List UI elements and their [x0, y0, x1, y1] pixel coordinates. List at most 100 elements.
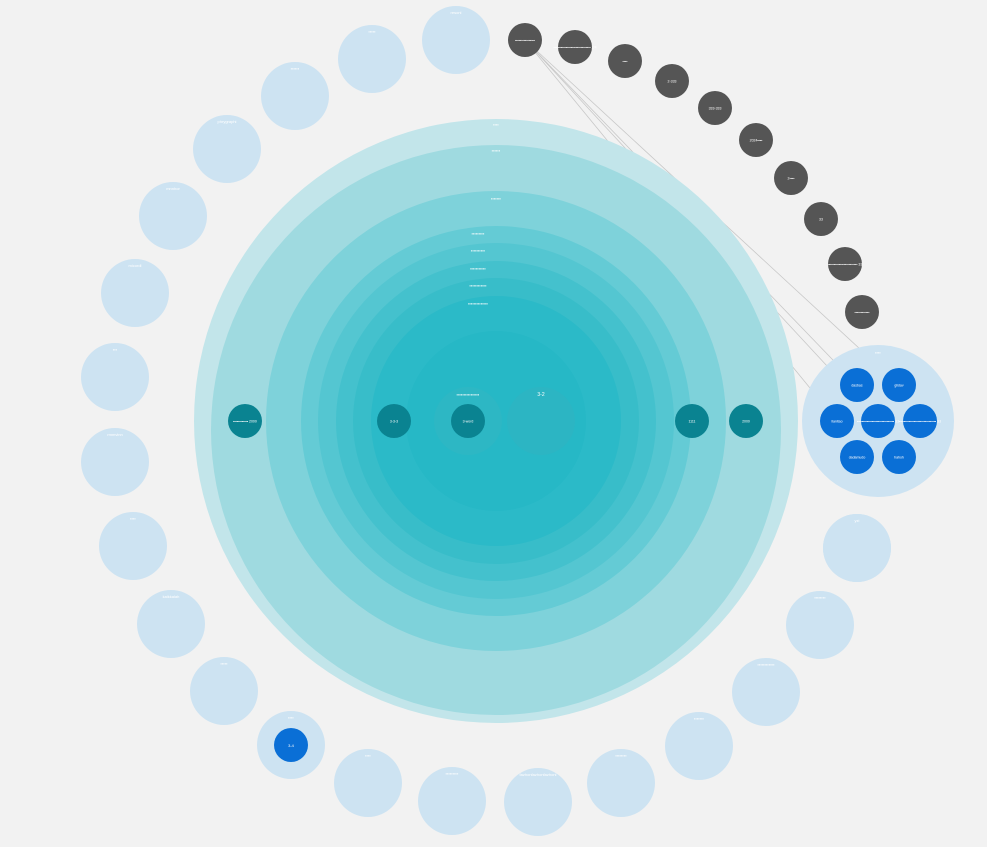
cluster-node-label: dadamudo	[849, 456, 866, 460]
outer-node-12[interactable]	[418, 767, 486, 835]
teal-node-0[interactable]	[228, 404, 262, 438]
dark-node-label: 333-333	[709, 107, 722, 111]
outer-node-label: resonl	[451, 10, 462, 15]
outer-node-label: fazhonfazhonfazhonl	[520, 772, 557, 777]
dark-node-label: ▪▪▪▪▪▪▪▪▪▪▪▪▪▪▪▪	[515, 39, 535, 43]
central-ring-label: ▪▪▪▪▪▪▪	[491, 196, 502, 201]
dark-node-label: ▪▪▪▪▪▪▪▪▪▪▪▪▪▪▪▪▪▪▪▪▪▪▪▪ 33	[828, 263, 863, 267]
cluster-node-label: ▪▪▪▪▪▪▪▪▪▪▪▪▪▪▪▪▪▪▪▪▪▪▪▪▪▪▪▪▪▪ 33	[899, 420, 941, 424]
central-ring-label: ▪▪▪▪▪▪▪▪▪	[472, 231, 485, 236]
outer-node-group: resonl▪▪▪▪▪▪▪▪▪▪▪phrygraphimnnhormicordl…	[81, 6, 891, 836]
cluster-node-label: dasbas	[851, 384, 863, 388]
outer-node-label: rmmvlnn	[107, 432, 122, 437]
outer-node-17[interactable]	[786, 591, 854, 659]
dark-node-1[interactable]	[558, 30, 592, 64]
outer-node-13[interactable]	[504, 768, 572, 836]
outer-node-label: micordl	[129, 263, 142, 268]
outer-node-label: ▪▪▪▪▪	[368, 29, 376, 34]
outer-node-label: yzi	[855, 518, 860, 523]
dark-node-label: ▪▪▪▪▪▪▪▪▪▪▪▪	[855, 311, 870, 315]
cluster-node-0[interactable]	[840, 368, 874, 402]
cluster-node-6[interactable]	[882, 440, 916, 474]
teal-node-label: 2000	[742, 420, 750, 424]
outer-node-0[interactable]	[422, 6, 490, 74]
dark-node-3[interactable]	[655, 64, 689, 98]
outer-node-label: ▪▪▪▪▪	[220, 661, 228, 666]
dark-node-label: 33	[819, 218, 823, 222]
dark-node-4[interactable]	[698, 91, 732, 125]
outer-node-11[interactable]	[334, 749, 402, 817]
outer-node-label: ▪▪▪▪▪▪▪▪	[615, 753, 627, 758]
dark-node-7[interactable]	[804, 202, 838, 236]
dark-node-label: 2024▪▪▪▪	[750, 139, 763, 143]
outer-node-5[interactable]	[101, 259, 169, 327]
dark-node-8[interactable]	[828, 247, 862, 281]
outer-node-label: ▪▪▪▪▪▪▪	[694, 716, 705, 721]
dark-node-0[interactable]	[508, 23, 542, 57]
teal-node-1[interactable]	[377, 404, 411, 438]
inner-group-label-2: 3-2	[537, 392, 544, 398]
outer-node-label: ▪▪▪▪▪▪	[291, 66, 300, 71]
outer-node-label: mnnhor	[166, 186, 180, 191]
teal-node-3[interactable]	[675, 404, 709, 438]
outer-node-label: phrygraphi	[218, 119, 237, 124]
teal-node-label: ▪▪▪▪▪▪▪▪▪▪▪▪ 2000	[233, 420, 257, 424]
cluster-node-label: glidav	[894, 384, 903, 388]
cluster-node-5[interactable]	[840, 440, 874, 474]
central-ring-group: ▪▪▪▪▪▪▪▪▪▪▪▪▪▪▪▪▪▪▪▪▪▪▪▪▪▪▪▪▪▪▪▪▪▪▪▪▪▪▪▪…	[194, 119, 798, 723]
outer-node-16[interactable]	[732, 658, 800, 726]
cluster-node-2[interactable]	[820, 404, 854, 438]
outer-node-label: ▪▪▪▪▪▪▪▪	[814, 595, 826, 600]
cluster-node-label: llanitao	[831, 420, 842, 424]
outer-node-7[interactable]	[81, 428, 149, 496]
outer-node-6[interactable]	[81, 343, 149, 411]
central-ring-label: ▪▪▪▪▪▪▪▪▪▪	[471, 248, 486, 253]
dark-node-label: 2-333	[668, 80, 677, 84]
dark-node-label: 2▪▪▪▪	[788, 177, 795, 181]
selected-inner-node-label: 3-4	[288, 743, 295, 748]
outer-node-14[interactable]	[587, 749, 655, 817]
dark-node-label: ▪▪▪▪	[623, 60, 628, 64]
outer-node-8[interactable]	[99, 512, 167, 580]
inner-group-label: ▪▪▪▪▪▪▪▪▪▪▪▪▪▪▪▪	[457, 392, 480, 397]
cluster-label: ▪▪▪▪	[875, 350, 881, 355]
selected-outer-node-label: ▪▪▪▪	[288, 715, 294, 720]
outer-node-label: kalkkalah	[163, 594, 180, 599]
central-ring-label: ▪▪▪▪▪▪▪▪▪▪▪▪▪▪	[468, 301, 488, 306]
outer-node-19[interactable]	[823, 514, 891, 582]
outer-node-9[interactable]	[137, 590, 205, 658]
outer-node-label: ▪▪▪▪▪▪▪▪▪	[446, 771, 459, 776]
cluster-node-label: hahoh	[894, 456, 904, 460]
outer-node-10[interactable]	[190, 657, 258, 725]
central-ring-label: ▪▪▪▪	[493, 122, 499, 127]
outer-node-15[interactable]	[665, 712, 733, 780]
outer-node-3[interactable]	[193, 115, 261, 183]
cluster-node-4[interactable]	[903, 404, 937, 438]
inner-subgroup-right	[507, 387, 575, 455]
dark-node-6[interactable]	[774, 161, 808, 195]
teal-node-label: 3-3-3	[390, 420, 398, 424]
teal-node-4[interactable]	[729, 404, 763, 438]
central-ring-label: ▪▪▪▪▪▪	[492, 148, 501, 153]
dark-node-9[interactable]	[845, 295, 879, 329]
dark-node-group: ▪▪▪▪▪▪▪▪▪▪▪▪▪▪▪▪▪▪▪▪▪▪▪▪▪▪▪▪▪▪▪▪▪▪▪▪▪▪▪▪…	[508, 23, 879, 329]
cluster-node-3[interactable]	[861, 404, 895, 438]
outer-node-2[interactable]	[261, 62, 329, 130]
central-ring-label: ▪▪▪▪▪▪▪▪▪▪▪	[470, 266, 486, 271]
teal-node-label: 3-word	[463, 420, 474, 424]
teal-node-label: 1111	[688, 420, 695, 424]
outer-node-label: ▪▪▪▪	[365, 753, 371, 758]
outer-node-4[interactable]	[139, 182, 207, 250]
teal-node-2[interactable]	[451, 404, 485, 438]
outer-node-1[interactable]	[338, 25, 406, 93]
dark-node-2[interactable]	[608, 44, 642, 78]
dark-node-5[interactable]	[739, 123, 773, 157]
outer-node-label: ▪▪▪▪▪▪▪▪▪▪▪▪	[757, 662, 775, 667]
cluster-node-1[interactable]	[882, 368, 916, 402]
selected-inner-node[interactable]	[274, 728, 308, 762]
outer-node-label: ▪▪▪▪	[130, 516, 136, 521]
cluster-node-label: ▪▪▪▪▪▪▪▪▪▪▪▪▪▪▪▪▪▪▪▪▪▪▪▪▪▪▪▪▪▪ 33	[857, 420, 899, 424]
cluster-group: ▪▪▪▪ dasbas glidav llanitao ▪▪▪▪▪▪▪▪▪▪▪▪▪▪▪▪…	[802, 345, 954, 497]
